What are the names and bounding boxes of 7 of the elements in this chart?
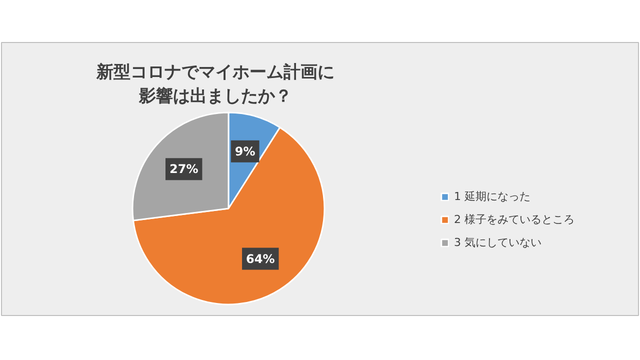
legend-label: 1 延期になった [454,189,530,204]
data-label: 9% [234,144,256,158]
legend-label: 2 様子をみているところ [454,212,574,227]
data-label: 27% [169,162,198,176]
data-label: 64% [246,252,275,266]
chart-title: 新型コロナでマイホーム計画に影響は出ましたか？ [96,62,334,106]
legend-label: 3 気にしていない [454,235,542,250]
